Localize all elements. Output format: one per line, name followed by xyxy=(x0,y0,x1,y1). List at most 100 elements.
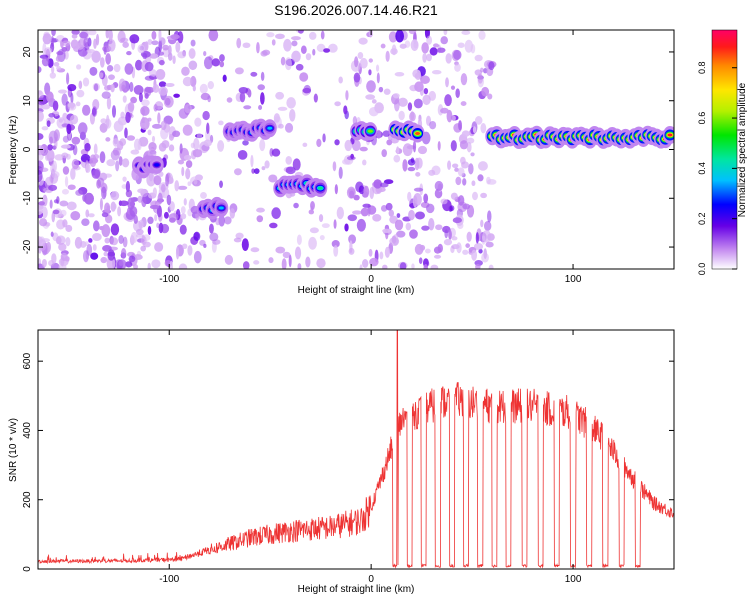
spectrogram-cell xyxy=(70,92,74,104)
spectrogram-cell xyxy=(448,229,452,240)
spectrogram-cell xyxy=(119,138,127,146)
spectrogram-cell xyxy=(110,201,116,212)
spectrogram-cell xyxy=(140,245,147,252)
spectrogram-cell xyxy=(418,257,423,264)
spectrogram-cell xyxy=(130,96,137,104)
spectrogram-cell xyxy=(247,89,252,98)
spectrogram-cell xyxy=(151,30,157,40)
spectrogram-cell xyxy=(242,261,250,269)
spectrogram-cell xyxy=(66,123,72,135)
spectrogram-cell xyxy=(81,218,90,226)
spectrogram-cell xyxy=(103,46,107,55)
spectrogram-cell xyxy=(343,105,348,115)
spectrogram-cell xyxy=(250,71,258,77)
spectrogram-cell xyxy=(385,50,390,62)
spectrogram-cell xyxy=(89,66,98,76)
spectrogram-x-tick-label: 100 xyxy=(565,274,582,285)
spectrogram-cell xyxy=(428,218,435,231)
spectrogram-cell xyxy=(118,234,124,245)
spectrogram-cell xyxy=(461,30,471,35)
spectrogram-cell xyxy=(91,107,97,116)
spectrogram-cell xyxy=(93,83,99,92)
spectrogram-cell xyxy=(69,114,79,125)
spectrogram-cell xyxy=(377,187,386,193)
spectrogram-cell xyxy=(409,229,418,239)
spectrogram-cell xyxy=(450,140,457,152)
spectrogram-cell xyxy=(152,187,157,197)
spectrogram-cell xyxy=(382,130,391,137)
spectrogram-cell xyxy=(466,142,472,153)
spectrogram-cell xyxy=(180,213,187,220)
spectrogram-cell xyxy=(282,251,291,259)
spectrogram-cell xyxy=(48,184,58,191)
spectrogram-cell xyxy=(316,258,326,269)
spectrogram-cell xyxy=(61,40,71,47)
spectrogram-cell xyxy=(80,153,91,163)
spectrogram-cell xyxy=(41,57,50,67)
spectrogram-cell xyxy=(158,30,162,42)
spectrogram-cell xyxy=(190,39,196,47)
spectrogram-cell xyxy=(192,149,203,158)
spectrogram-cell xyxy=(49,199,53,209)
spectrogram-cell xyxy=(185,168,191,180)
spectrogram-cell xyxy=(321,223,330,229)
spectrogram-x-ticks: -100 0 100 xyxy=(159,30,582,285)
spectrogram-cell xyxy=(141,99,150,107)
spectrogram-cell xyxy=(162,44,170,51)
spectrogram-cell xyxy=(334,184,338,195)
spectrogram-cell xyxy=(450,85,456,90)
spectrogram-cell xyxy=(112,138,120,147)
spectrogram-cell xyxy=(431,165,441,176)
spectrogram-cell xyxy=(338,76,343,84)
spectrogram-cell xyxy=(451,115,456,121)
spectrogram-cell xyxy=(362,159,367,166)
spectrogram-cell xyxy=(83,37,89,48)
spectrogram-cell xyxy=(426,203,435,214)
spectrogram-cell xyxy=(122,95,127,103)
spectrogram-cell xyxy=(453,49,462,60)
spectrogram-cell xyxy=(407,166,416,172)
spectrogram-cell xyxy=(447,160,452,170)
spectrogram-cell xyxy=(38,201,45,206)
spectrogram-cell xyxy=(379,182,389,188)
spectrogram-cell xyxy=(202,110,210,121)
spectrogram-cell xyxy=(318,214,324,223)
snr-y-tick-label: 400 xyxy=(22,422,33,439)
spectrogram-cell xyxy=(158,51,165,56)
colorbar-tick-label: 0.0 xyxy=(697,263,707,276)
spectrogram-cell xyxy=(462,249,469,255)
spectrogram-cell xyxy=(313,93,318,103)
spectrogram-cell xyxy=(372,214,382,222)
spectrogram-cell xyxy=(275,91,285,100)
spectrogram-cell xyxy=(126,50,132,56)
spectrogram-cell xyxy=(308,209,315,215)
spectrogram-cell xyxy=(460,156,466,165)
spectrogram-cell xyxy=(316,138,322,148)
spectrogram-cell xyxy=(334,101,341,107)
spectrogram-cell xyxy=(121,158,130,168)
spectrogram-cell xyxy=(288,254,292,268)
spectrogram-cell xyxy=(190,75,197,88)
spectrogram-cell xyxy=(208,223,214,234)
spectrogram-cell xyxy=(468,163,474,175)
spectrogram-cell xyxy=(203,243,207,248)
spectrogram-cell xyxy=(302,87,311,94)
spectrogram-cell xyxy=(113,120,124,133)
spectrogram-cell xyxy=(353,194,360,201)
spectrogram-cell xyxy=(74,236,83,249)
spectrogram-cell xyxy=(422,52,427,63)
spectrogram-cell xyxy=(99,72,104,79)
spectrogram-cell xyxy=(166,194,172,206)
spectrogram-cell xyxy=(368,69,372,76)
spectrogram-cell xyxy=(182,76,193,87)
spectrogram-cell xyxy=(241,238,249,251)
spectrogram-cell xyxy=(253,168,260,174)
spectrogram-cell xyxy=(407,102,413,111)
spectrogram-cell xyxy=(140,122,147,128)
spectrogram-cell xyxy=(285,166,296,175)
spectrogram-cell xyxy=(472,126,477,134)
spectrogram-cell xyxy=(449,205,455,212)
spectrogram-cell xyxy=(153,103,158,112)
snr-y-tick-label: 0 xyxy=(22,566,33,572)
spectrogram-cell xyxy=(52,100,59,112)
